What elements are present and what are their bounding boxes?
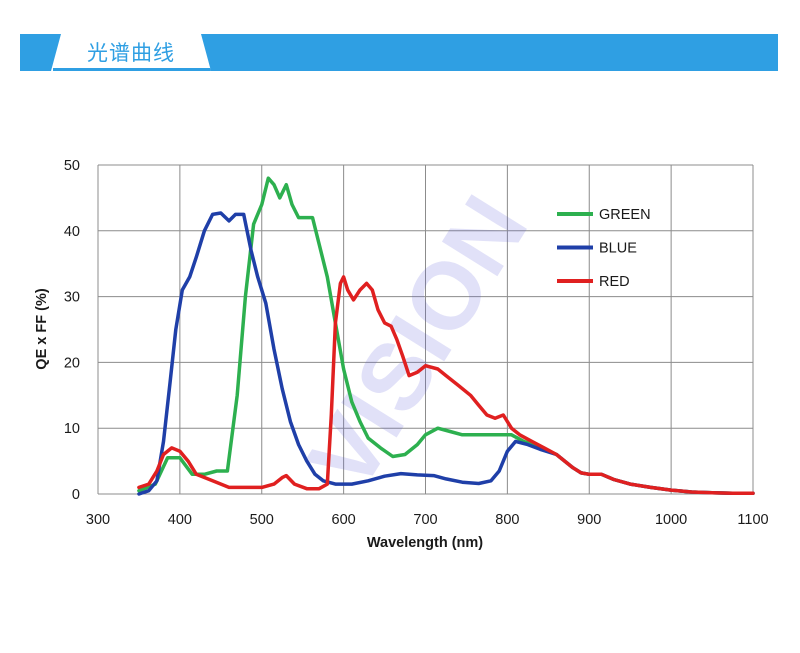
x-tick-label: 300 — [86, 512, 110, 528]
legend: GREEN BLUE RED — [557, 207, 651, 290]
y-axis-label: QE x FF (%) — [34, 288, 50, 370]
x-tick-label: 600 — [332, 512, 356, 528]
y-tick-label: 10 — [64, 421, 80, 437]
y-tick-label: 20 — [64, 355, 80, 371]
y-tick-label: 40 — [64, 224, 80, 240]
series-layer — [137, 176, 755, 496]
x-tick-label: 1100 — [737, 512, 768, 528]
header-tab — [51, 34, 211, 71]
chart-grid — [97, 164, 754, 495]
x-tick-label: 500 — [250, 512, 274, 528]
series-line-red — [137, 275, 755, 496]
x-tick-label: 800 — [495, 512, 519, 528]
watermark: VISION — [288, 178, 549, 507]
legend-label-red: RED — [599, 274, 630, 290]
legend-label-blue: BLUE — [599, 241, 637, 257]
x-tick-label: 400 — [168, 512, 192, 528]
page-title: 光谱曲线 — [87, 41, 175, 65]
y-tick-label: 30 — [64, 290, 80, 306]
legend-label-green: GREEN — [599, 207, 651, 223]
tick-labels: 300 400 500 600 700 800 900 1000 1100 0 10 20 30 40 50 — [64, 158, 769, 528]
x-tick-label: 700 — [413, 512, 437, 528]
x-axis-label: Wavelength (nm) — [367, 535, 483, 551]
y-tick-label: 0 — [72, 487, 80, 503]
y-tick-label: 50 — [64, 158, 80, 174]
x-tick-label: 900 — [577, 512, 601, 528]
x-tick-label: 1000 — [655, 512, 687, 528]
